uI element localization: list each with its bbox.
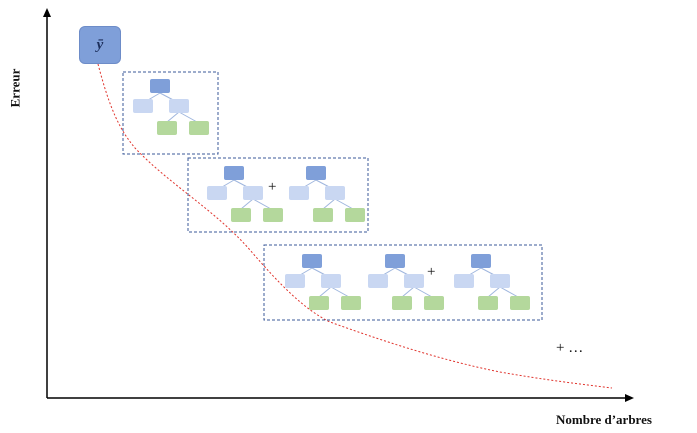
tree-internal-node	[207, 186, 227, 200]
tree-leaf-node	[189, 121, 209, 135]
tree-internal-node	[321, 274, 341, 288]
decision-tree-2	[289, 166, 365, 222]
tree-root-node	[224, 166, 244, 180]
tree-leaf-node	[157, 121, 177, 135]
tree-leaf-node	[392, 296, 412, 310]
tree-leaf-node	[231, 208, 251, 222]
plus-sign-stage-3: +	[427, 264, 436, 280]
tree-root-node	[302, 254, 322, 268]
stage-3-box	[263, 244, 543, 321]
tree-leaf-node	[313, 208, 333, 222]
tree-root-node	[385, 254, 405, 268]
error-curve	[97, 63, 613, 389]
tree-leaf-node	[424, 296, 444, 310]
ellipsis-label: + …	[556, 340, 584, 356]
decision-tree-4	[368, 254, 444, 310]
tree-root-node	[150, 79, 170, 93]
tree-internal-node	[169, 99, 189, 113]
tree-leaf-node	[309, 296, 329, 310]
decision-tree-1	[207, 166, 283, 222]
decision-tree-5	[454, 254, 530, 310]
tree-leaf-node	[510, 296, 530, 310]
tree-internal-node	[404, 274, 424, 288]
axes	[43, 8, 634, 402]
tree-root-node	[306, 166, 326, 180]
decision-tree-0	[133, 79, 209, 135]
tree-leaf-node	[341, 296, 361, 310]
stage-2-box	[187, 157, 369, 233]
stage-1-box	[122, 71, 219, 155]
tree-internal-node	[243, 186, 263, 200]
tree-internal-node	[285, 274, 305, 288]
decision-tree-3	[285, 254, 361, 310]
tree-internal-node	[368, 274, 388, 288]
tree-internal-node	[454, 274, 474, 288]
trees-group	[133, 79, 530, 310]
tree-internal-node	[133, 99, 153, 113]
x-axis-label: Nombre d’arbres	[556, 412, 652, 427]
tree-root-node	[471, 254, 491, 268]
tree-internal-node	[289, 186, 309, 200]
plus-sign-stage-2: +	[268, 179, 277, 195]
tree-internal-node	[325, 186, 345, 200]
tree-leaf-node	[263, 208, 283, 222]
mean-prediction-node: ȳ	[79, 26, 121, 64]
tree-leaf-node	[345, 208, 365, 222]
y-axis-label: Erreur	[7, 68, 23, 108]
tree-leaf-node	[478, 296, 498, 310]
tree-internal-node	[490, 274, 510, 288]
